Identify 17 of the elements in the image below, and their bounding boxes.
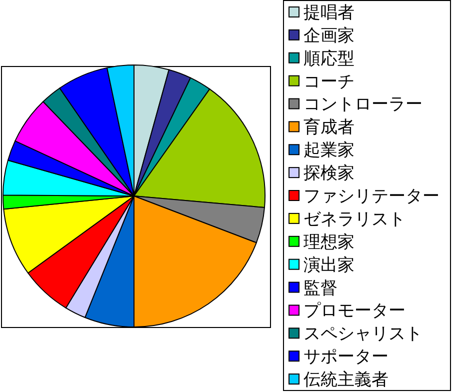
legend-label: 提唱者 [304, 2, 354, 22]
legend-label: コーチ [304, 72, 354, 91]
legend-label: 演出家 [304, 255, 354, 274]
legend-label: 探検家 [304, 164, 354, 183]
legend-label: 監督 [304, 278, 338, 298]
legend-label: ファシリテーター [304, 186, 440, 206]
legend-label: コントローラー [304, 94, 422, 114]
legend-label: サポーター [304, 347, 388, 366]
legend-label: プロモーター [304, 301, 406, 320]
legend-label: 順応型 [304, 48, 354, 68]
legend-label: 起業家 [304, 140, 354, 160]
legend-label: ゼネラリスト [304, 209, 406, 228]
legend-label: 理想家 [304, 232, 354, 252]
legend-label: スペシャリスト [304, 324, 422, 344]
legend-label: 伝統主義者 [304, 370, 388, 390]
legend-label: 育成者 [304, 118, 354, 137]
legend-label: 企画家 [304, 26, 354, 45]
